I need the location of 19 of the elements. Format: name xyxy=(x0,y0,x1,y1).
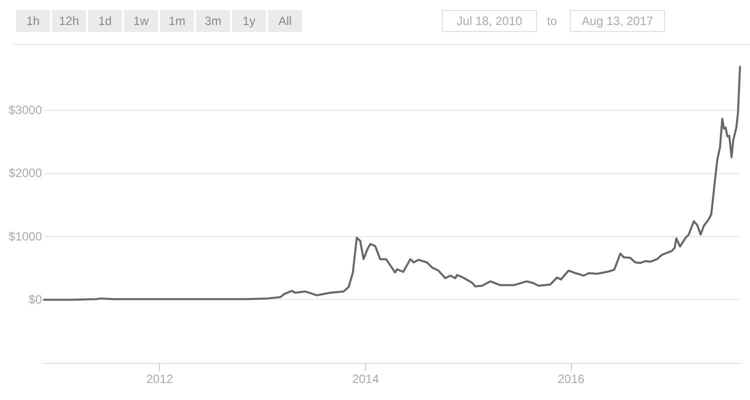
range-button: 12h xyxy=(52,10,86,32)
x-tick-label: 2012 xyxy=(146,372,174,386)
range-button: 1w xyxy=(124,10,158,32)
y-tick-label: $3000 xyxy=(8,102,42,117)
line-series xyxy=(43,66,741,301)
range-button: 1h xyxy=(16,10,50,32)
range-button: 1d xyxy=(88,10,122,32)
x-tick-label: 2014 xyxy=(352,372,380,386)
text: to xyxy=(547,13,558,29)
range-button: 3m xyxy=(196,10,230,32)
date-field: Jul 18, 2010 xyxy=(442,10,537,32)
range-button: 1y xyxy=(232,10,266,32)
x-tick-label: 2016 xyxy=(558,372,585,386)
range-button: All xyxy=(268,10,302,32)
y-tick-label: $1000 xyxy=(8,229,42,244)
y-tick-label: $0 xyxy=(28,292,42,307)
range-button: 1m xyxy=(160,10,194,32)
y-tick-label: $2000 xyxy=(8,166,42,180)
date-field: Aug 13, 2017 xyxy=(570,10,665,32)
